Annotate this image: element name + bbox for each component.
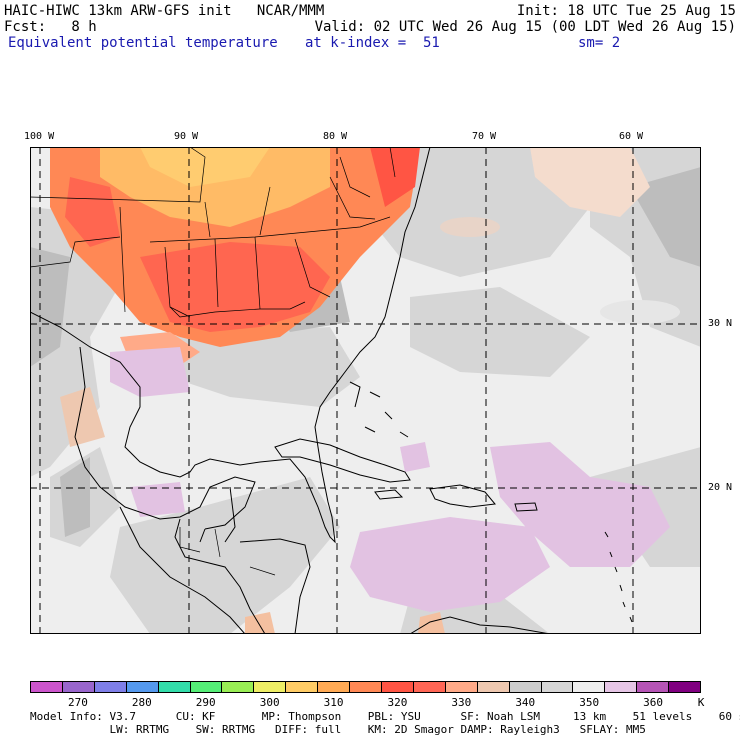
lon-label-100w: 100 W [24, 131, 55, 142]
colorbar-tick-label: 350 [579, 696, 600, 709]
lat-label-20n: 20 N [708, 482, 733, 493]
lon-label-60w: 60 W [619, 131, 644, 142]
colorbar-swatch [445, 682, 478, 692]
lon-label-80w: 80 W [323, 131, 348, 142]
field-pastel-patches [440, 147, 680, 324]
colorbar-swatch [477, 682, 510, 692]
model-title: HAIC-HIWC 13km ARW-GFS init NCAR/MMM [4, 3, 325, 19]
field-warm-plume [50, 147, 420, 447]
lat-label-30n: 30 N [708, 318, 733, 329]
colorbar-swatch [190, 682, 223, 692]
colorbar-swatch [381, 682, 414, 692]
theta-e-map [30, 147, 701, 634]
valid-time: Valid: 02 UTC Wed 26 Aug 15 (00 LDT Wed … [314, 19, 736, 35]
model-info-line2: LW: RRTMG SW: RRTMG DIFF: full KM: 2D Sm… [30, 723, 646, 736]
lon-label-70w: 70 W [472, 131, 497, 142]
field-purple-patches [110, 347, 670, 612]
map-frame [30, 147, 701, 634]
colorbar-tick-label: 310 [323, 696, 344, 709]
colorbar-swatch [62, 682, 95, 692]
colorbar-swatch [286, 682, 319, 692]
colorbar [30, 681, 701, 693]
lon-label-90w: 90 W [174, 131, 199, 142]
colorbar-swatch [158, 682, 191, 692]
smoothing-label: sm= 2 [578, 35, 621, 51]
colorbar-tick-label: 320 [387, 696, 408, 709]
colorbar-swatch [637, 682, 670, 692]
colorbar-tick-label: 290 [195, 696, 216, 709]
colorbar-swatch [318, 682, 351, 692]
colorbar-tick-label: 340 [515, 696, 536, 709]
colorbar-swatch [350, 682, 382, 692]
colorbar-swatch [413, 682, 446, 692]
graticule [30, 147, 701, 634]
field-salmon-south [245, 612, 445, 634]
colorbar-swatch [541, 682, 574, 692]
colorbar-unit: K [697, 696, 705, 709]
colorbar-tick-label: 360 [643, 696, 663, 709]
level-label: at k-index = 51 [305, 35, 440, 51]
colorbar-swatch [31, 682, 63, 692]
colorbar-swatch [94, 682, 127, 692]
colorbar-swatch [254, 682, 287, 692]
colorbar-swatch [222, 682, 255, 692]
colorbar-swatch [509, 682, 542, 692]
colorbar-tick-label: 270 [67, 696, 88, 709]
colorbar-swatch [126, 682, 159, 692]
colorbar-swatch [669, 682, 701, 692]
colorbar-swatch [605, 682, 638, 692]
colorbar-tick-label: 300 [259, 696, 280, 709]
model-info-line1: Model Info: V3.7 CU: KF MP: Thompson PBL… [30, 710, 740, 723]
colorbar-tick-label: 330 [451, 696, 472, 709]
forecast-hour: Fcst: 8 h [4, 19, 97, 35]
colorbar-tick-label: 280 [131, 696, 152, 709]
init-time: Init: 18 UTC Tue 25 Aug 15 [516, 3, 736, 19]
political-borders [30, 147, 396, 576]
field-name: Equivalent potential temperature [8, 35, 278, 51]
colorbar-swatch [573, 682, 606, 692]
